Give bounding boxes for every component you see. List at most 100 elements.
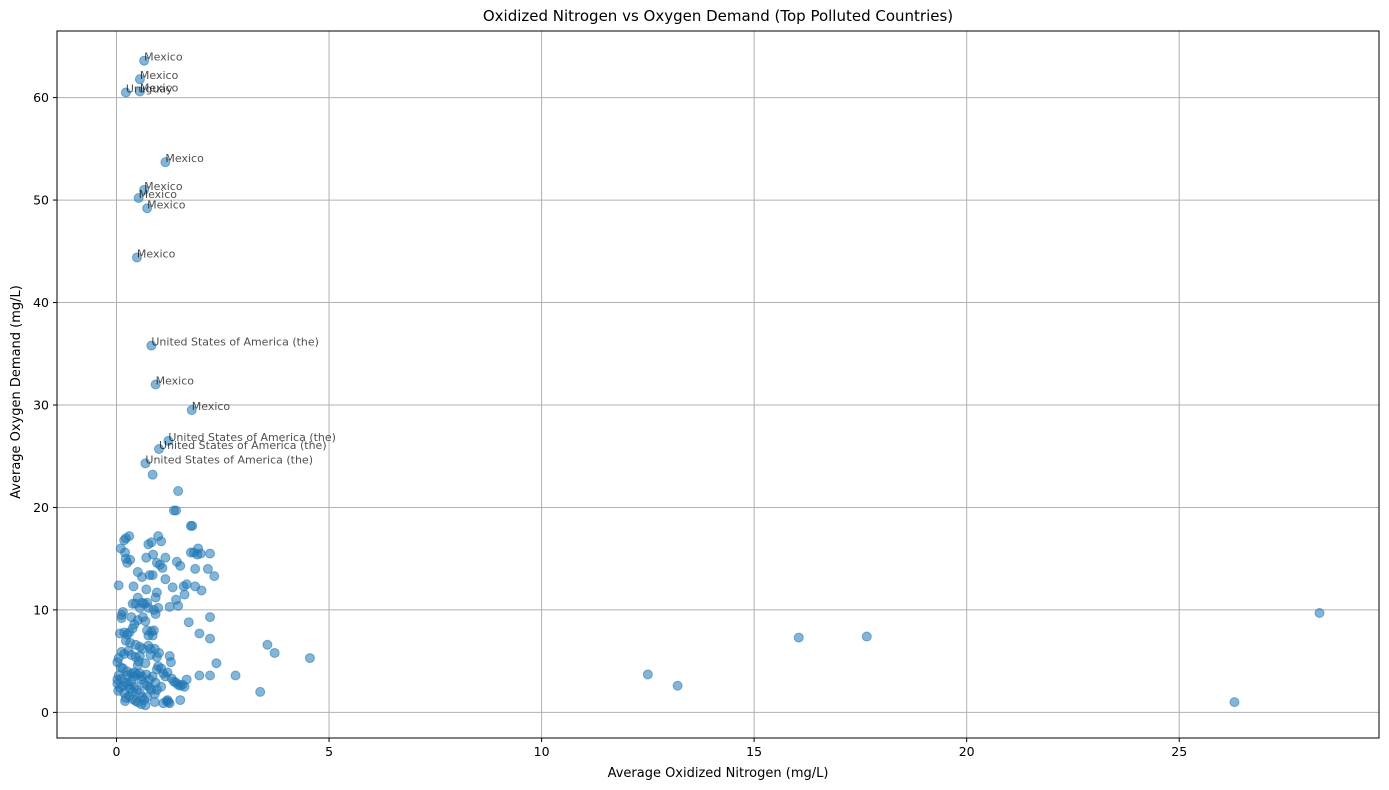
x-tick-label: 0: [113, 744, 121, 759]
point-annotation: Mexico: [139, 188, 178, 201]
x-axis-label: Average Oxidized Nitrogen (mg/L): [608, 766, 829, 781]
data-point: [183, 617, 194, 628]
annotations: MexicoMexicoMexicoUruguayMexicoMexicoMex…: [126, 51, 336, 467]
data-point: [255, 686, 266, 697]
data-point: [126, 612, 137, 623]
data-point: [139, 184, 150, 195]
data-point: [142, 680, 153, 691]
data-point: [156, 536, 167, 547]
x-tick-label: 25: [1171, 744, 1187, 759]
x-axis-ticks: 0 5 10 15 20 25: [113, 738, 1187, 759]
point-annotation: Mexico: [140, 81, 179, 94]
data-point: [269, 647, 280, 658]
data-point: [134, 602, 145, 613]
data-point: [1229, 697, 1240, 708]
grid: [57, 31, 1379, 738]
data-point: [194, 628, 205, 639]
x-tick-label: 15: [746, 744, 762, 759]
data-point: [154, 444, 165, 455]
y-tick-label: 30: [33, 397, 49, 412]
point-annotation: Mexico: [165, 152, 204, 165]
data-point: [205, 548, 216, 559]
y-tick-label: 60: [33, 90, 49, 105]
data-point: [116, 613, 127, 624]
data-point: [211, 658, 222, 669]
data-point: [165, 657, 176, 668]
data-point: [134, 86, 145, 97]
data-point: [209, 571, 220, 582]
data-point: [672, 680, 683, 691]
data-point: [143, 539, 154, 550]
data-point: [190, 581, 201, 592]
data-point: [140, 700, 151, 711]
point-annotation: United States of America (the): [159, 439, 327, 452]
data-point: [1314, 607, 1325, 618]
data-point: [230, 670, 241, 681]
data-point: [141, 552, 152, 563]
data-point: [128, 581, 139, 592]
data-point: [642, 669, 653, 680]
y-tick-label: 20: [33, 500, 49, 515]
data-point: [132, 660, 143, 671]
data-points: [112, 55, 1325, 711]
data-point: [113, 580, 124, 591]
data-point: [175, 695, 186, 706]
point-annotation: United States of America (the): [151, 336, 319, 349]
data-point: [132, 567, 143, 578]
data-point: [142, 203, 153, 214]
chart-title: Oxidized Nitrogen vs Oxygen Demand (Top …: [483, 7, 953, 25]
y-tick-label: 40: [33, 295, 49, 310]
data-point: [147, 469, 158, 480]
data-point: [114, 628, 125, 639]
data-point: [304, 653, 315, 664]
x-tick-label: 5: [325, 744, 333, 759]
plot-frame: [56, 30, 1380, 739]
data-point: [202, 563, 213, 574]
y-axis-ticks: 0 10 20 30 40 50 60: [33, 90, 57, 720]
data-point: [120, 87, 131, 98]
point-annotation: Mexico: [144, 51, 183, 64]
data-point: [181, 674, 192, 685]
data-point: [167, 582, 178, 593]
x-tick-label: 20: [959, 744, 975, 759]
data-point: [149, 697, 160, 708]
data-point: [141, 584, 152, 595]
point-annotation: Uruguay: [126, 82, 173, 95]
data-point: [205, 612, 216, 623]
data-point: [173, 486, 184, 497]
data-point: [150, 592, 161, 603]
data-point: [157, 562, 168, 573]
data-point: [162, 695, 173, 706]
data-point: [175, 560, 186, 571]
data-point: [793, 632, 804, 643]
point-annotation: Mexico: [144, 180, 183, 193]
data-point: [190, 563, 201, 574]
y-tick-label: 0: [41, 705, 49, 720]
data-point: [145, 650, 156, 661]
data-point: [262, 639, 273, 650]
data-point: [133, 193, 144, 204]
data-point: [160, 552, 171, 563]
data-point: [119, 535, 130, 546]
data-point: [146, 340, 157, 351]
data-point: [181, 579, 192, 590]
data-point: [150, 379, 161, 390]
point-annotation: Mexico: [137, 247, 176, 260]
data-point: [139, 55, 150, 66]
data-point: [171, 505, 182, 516]
data-point: [150, 609, 161, 620]
data-point: [188, 547, 199, 558]
point-annotation: Mexico: [147, 198, 186, 211]
x-tick-label: 10: [534, 744, 550, 759]
y-tick-label: 10: [33, 602, 49, 617]
data-point: [131, 252, 142, 263]
data-point: [205, 633, 216, 644]
point-annotation: Mexico: [156, 375, 195, 388]
y-axis-label: Average Oxygen Demand (mg/L): [9, 285, 24, 499]
point-annotation: United States of America (the): [145, 453, 313, 466]
data-point: [186, 405, 197, 416]
data-point: [120, 696, 131, 707]
point-annotation: Mexico: [140, 69, 179, 82]
data-point: [160, 157, 171, 168]
